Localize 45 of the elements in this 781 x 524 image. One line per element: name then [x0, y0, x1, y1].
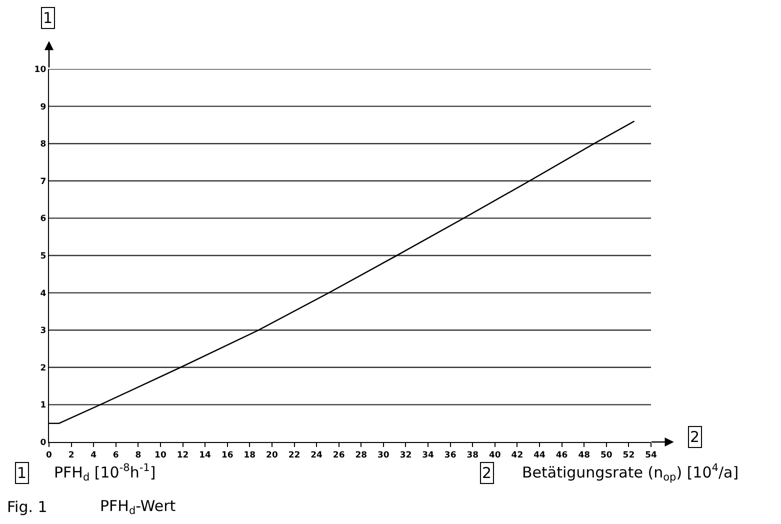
x-tick-label: 46 [556, 450, 568, 460]
x-tick-label: 32 [400, 450, 412, 460]
x-tick-label: 42 [511, 450, 524, 460]
y-axis-title: 1 [17, 464, 27, 482]
x-tick-label: 24 [310, 450, 323, 460]
y-tick-label: 5 [40, 251, 46, 262]
x-axis-title: 2 [482, 464, 492, 482]
x-tick-label: 22 [288, 450, 300, 460]
y-tick-label: 10 [34, 64, 46, 75]
x-tick-label: 16 [221, 450, 234, 460]
x-tick-label: 30 [378, 450, 390, 460]
x-tick-label: 54 [645, 450, 657, 460]
x-tick-label: 10 [154, 450, 166, 460]
x-tick-label: 8 [135, 450, 142, 460]
x-tick-label: 12 [176, 450, 189, 460]
x-tick-label: 50 [600, 450, 612, 460]
x-tick-label: 40 [489, 450, 501, 460]
x-tick-label: 52 [622, 450, 635, 460]
x-tick-label: 28 [355, 450, 368, 460]
y-tick-label: 2 [40, 363, 46, 374]
y-tick-label: 8 [40, 140, 46, 150]
caption: Fig. 1 [7, 498, 48, 516]
y-tick-label: 0 [40, 438, 46, 448]
x-tick-label: 20 [266, 450, 278, 460]
y-tick-label: 3 [40, 326, 46, 336]
y-tick-label: 7 [40, 176, 46, 187]
text: PFH$_{d}$-Wert [100, 497, 176, 518]
y-tick-label: 4 [40, 288, 46, 299]
x-tick-label: 34 [422, 450, 434, 460]
x-tick-label: 6 [112, 450, 119, 460]
x-tick-label: 4 [90, 450, 97, 460]
x-tick-label: 26 [332, 450, 345, 460]
text: 2 [690, 428, 700, 446]
y-tick-label: 9 [40, 102, 46, 112]
x-tick-label: 38 [466, 450, 479, 460]
x-tick-label: 18 [244, 450, 256, 460]
y-tick-label: 1 [40, 400, 46, 411]
x-tick-label: 48 [578, 450, 590, 460]
y-tick-label: 6 [40, 214, 46, 224]
x-tick-label: 14 [199, 450, 212, 460]
x-tick-label: 44 [534, 450, 546, 460]
x-tick-label: 2 [68, 450, 74, 460]
text: Betätigungsrate (n$_{op}$) [10$^{4}$/a] [522, 462, 739, 484]
text: PFH$_{d}$ [10$^{-8}$h$^{-1}$] [54, 462, 156, 484]
x-tick-label: 36 [444, 450, 456, 460]
